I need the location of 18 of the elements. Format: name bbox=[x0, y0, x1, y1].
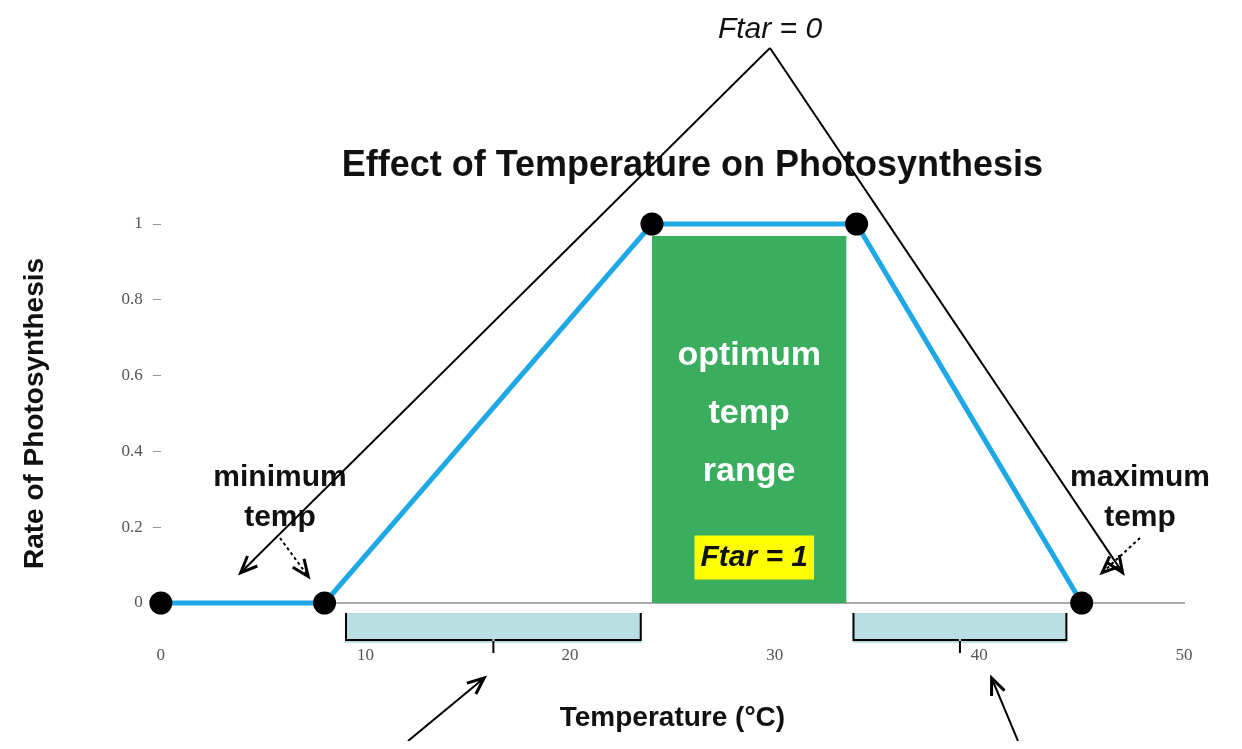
annotation: Ftar = 1 bbox=[700, 538, 809, 572]
x-tick-label: 30 bbox=[766, 644, 784, 664]
y-tick-label: 1 bbox=[134, 213, 143, 233]
x-tick-label: 50 bbox=[1175, 644, 1193, 664]
y-tick-label: 0.2 bbox=[121, 516, 143, 536]
x-tick-label: 0 bbox=[156, 644, 166, 664]
y-axis-title: Rate of Photosynthesis bbox=[17, 257, 49, 570]
band-label: optimum temp range bbox=[677, 334, 821, 489]
y-tick-label: 0.8 bbox=[121, 289, 143, 309]
x-tick-label: 40 bbox=[970, 644, 988, 664]
x-axis-title: Temperature (°C) bbox=[559, 700, 786, 732]
y-tick-label: 0 bbox=[134, 592, 143, 612]
text: Ftar = 0 bbox=[717, 11, 823, 45]
annotation: maximum temp bbox=[1069, 459, 1211, 533]
x-tick-label: 10 bbox=[356, 644, 374, 664]
y-tick-label: 0.6 bbox=[121, 365, 143, 385]
y-tick-label: 0.4 bbox=[121, 440, 144, 460]
x-tick-label: 20 bbox=[561, 644, 579, 664]
